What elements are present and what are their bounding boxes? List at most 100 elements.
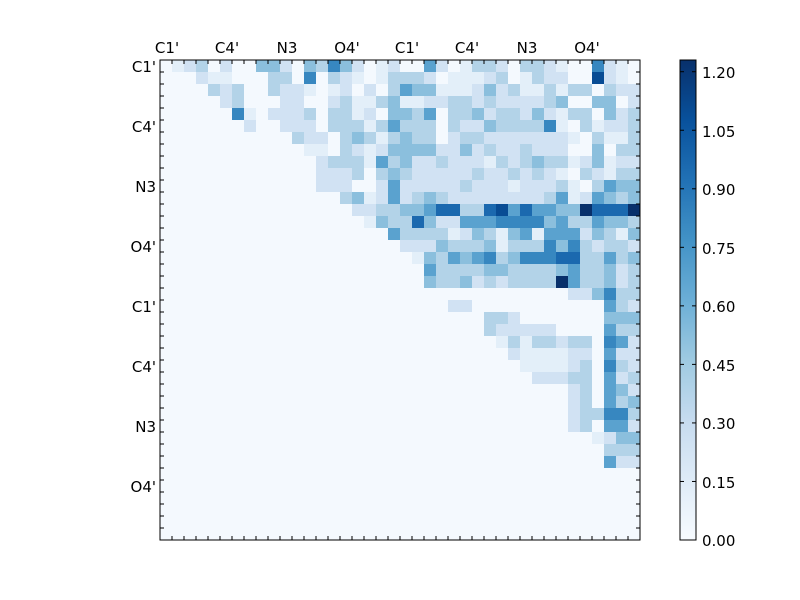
- heatmap-cell: [184, 372, 197, 385]
- heatmap-cell: [280, 420, 293, 433]
- heatmap-cell: [436, 372, 449, 385]
- heatmap-cell: [544, 456, 557, 469]
- heatmap-cell: [532, 456, 545, 469]
- heatmap-cell: [400, 396, 413, 409]
- heatmap-cell: [256, 396, 269, 409]
- heatmap-cell: [520, 168, 533, 181]
- heatmap-cell: [508, 300, 521, 313]
- heatmap-cell: [232, 456, 245, 469]
- heatmap-cell: [268, 228, 281, 241]
- heatmap-cell: [244, 96, 257, 109]
- heatmap-cell: [460, 528, 473, 541]
- heatmap-cell: [496, 444, 509, 457]
- heatmap-cell: [196, 480, 209, 493]
- heatmap-cell: [400, 252, 413, 265]
- heatmap-cell: [604, 72, 617, 85]
- heatmap-cell: [568, 468, 581, 481]
- heatmap-cell: [184, 228, 197, 241]
- heatmap-cell: [340, 276, 353, 289]
- heatmap-cell: [436, 84, 449, 97]
- heatmap-cell: [508, 288, 521, 301]
- heatmap-cell: [544, 180, 557, 193]
- heatmap-cell: [472, 324, 485, 337]
- heatmap-cell: [208, 132, 221, 145]
- heatmap-cell: [616, 432, 629, 445]
- heatmap-cell: [388, 528, 401, 541]
- heatmap-cell: [508, 516, 521, 529]
- heatmap-cell: [580, 180, 593, 193]
- heatmap-cell: [292, 348, 305, 361]
- heatmap-cell: [592, 144, 605, 157]
- heatmap-cell: [184, 396, 197, 409]
- heatmap-cell: [172, 108, 185, 121]
- heatmap-cell: [388, 72, 401, 85]
- heatmap-cell: [256, 288, 269, 301]
- heatmap-cell: [616, 312, 629, 325]
- heatmap-cell: [400, 72, 413, 85]
- heatmap-cell: [388, 156, 401, 169]
- heatmap-cell: [520, 288, 533, 301]
- heatmap-cell: [232, 372, 245, 385]
- heatmap-cell: [352, 264, 365, 277]
- heatmap-cell: [568, 300, 581, 313]
- heatmap-cell: [292, 108, 305, 121]
- heatmap-cell: [244, 240, 257, 253]
- heatmap-cell: [292, 168, 305, 181]
- heatmap-cell: [220, 264, 233, 277]
- heatmap-cell: [328, 120, 341, 133]
- heatmap-cell: [412, 516, 425, 529]
- heatmap-cell: [412, 120, 425, 133]
- heatmap-cell: [508, 324, 521, 337]
- heatmap-cell: [604, 180, 617, 193]
- x-tick-label: N3: [277, 39, 298, 57]
- heatmap-cell: [448, 432, 461, 445]
- heatmap-cell: [628, 144, 641, 157]
- heatmap-cell: [568, 360, 581, 373]
- heatmap-cell: [364, 216, 377, 229]
- heatmap-cell: [316, 480, 329, 493]
- heatmap-cell: [544, 312, 557, 325]
- heatmap-cell: [160, 324, 173, 337]
- x-tick-labels: C1' C4' N3 O4' C1' C4' N3 O4': [155, 39, 600, 57]
- heatmap-cell: [184, 156, 197, 169]
- heatmap-cell: [244, 504, 257, 517]
- heatmap-cell: [448, 372, 461, 385]
- heatmap-cell: [568, 156, 581, 169]
- heatmap-cell: [232, 264, 245, 277]
- heatmap-cell: [352, 156, 365, 169]
- heatmap-cell: [484, 360, 497, 373]
- heatmap-cell: [460, 312, 473, 325]
- heatmap-cell: [448, 420, 461, 433]
- heatmap-cell: [160, 516, 173, 529]
- heatmap-cell: [376, 144, 389, 157]
- colorbar-gradient: [679, 59, 697, 541]
- heatmap-cell: [496, 132, 509, 145]
- heatmap-cell: [568, 60, 581, 73]
- heatmap-cell: [172, 420, 185, 433]
- heatmap-cell: [244, 228, 257, 241]
- heatmap-cell: [352, 144, 365, 157]
- heatmap-cell: [376, 492, 389, 505]
- heatmap-cell: [484, 432, 497, 445]
- heatmap-cell: [628, 204, 641, 217]
- heatmap-cell: [220, 300, 233, 313]
- heatmap-cell: [616, 492, 629, 505]
- heatmap-cell: [496, 396, 509, 409]
- heatmap-cell: [592, 252, 605, 265]
- heatmap-cell: [520, 192, 533, 205]
- heatmap-cell: [220, 432, 233, 445]
- heatmap-cell: [376, 60, 389, 73]
- heatmap-cell: [580, 228, 593, 241]
- heatmap-cell: [604, 216, 617, 229]
- heatmap-cell: [460, 252, 473, 265]
- heatmap-cell: [352, 432, 365, 445]
- heatmap-cell: [604, 288, 617, 301]
- heatmap-cell: [352, 336, 365, 349]
- heatmap-cell: [484, 300, 497, 313]
- heatmap-cell: [388, 108, 401, 121]
- heatmap-cell: [508, 396, 521, 409]
- heatmap-cell: [196, 384, 209, 397]
- heatmap-cell: [592, 492, 605, 505]
- heatmap-cell: [388, 480, 401, 493]
- heatmap-cell: [292, 504, 305, 517]
